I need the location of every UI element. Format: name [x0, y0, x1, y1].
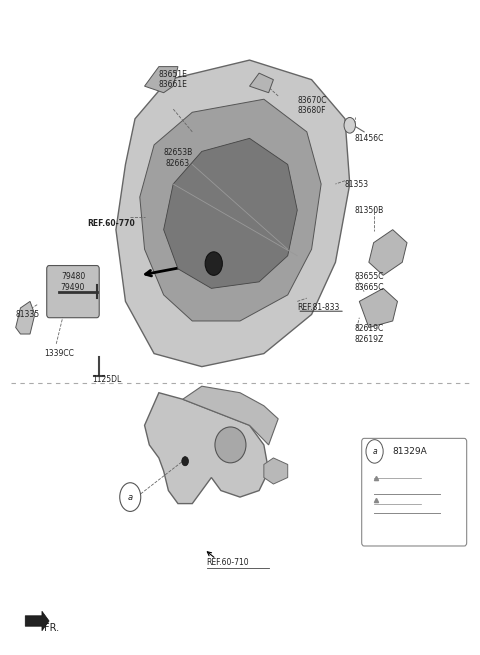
Circle shape — [344, 117, 356, 133]
Polygon shape — [140, 99, 321, 321]
Polygon shape — [369, 230, 407, 275]
Circle shape — [120, 483, 141, 512]
Text: 81335: 81335 — [16, 310, 40, 319]
Polygon shape — [116, 60, 350, 367]
Polygon shape — [183, 386, 278, 445]
Text: 83655C
83665C: 83655C 83665C — [355, 272, 384, 291]
Text: 83651E
83661E: 83651E 83661E — [159, 70, 188, 89]
Polygon shape — [144, 67, 178, 93]
Polygon shape — [16, 301, 35, 334]
Text: FR.: FR. — [44, 622, 60, 633]
Text: 1125DL: 1125DL — [92, 375, 121, 384]
Text: a: a — [372, 447, 377, 456]
Text: REF.60-710: REF.60-710 — [206, 558, 249, 567]
Text: 82619C
82619Z: 82619C 82619Z — [355, 324, 384, 344]
Polygon shape — [250, 73, 274, 93]
Ellipse shape — [215, 427, 246, 463]
Text: 81456C: 81456C — [355, 134, 384, 143]
Polygon shape — [144, 393, 269, 504]
Circle shape — [182, 457, 189, 466]
Text: REF.60-770: REF.60-770 — [87, 219, 135, 228]
Polygon shape — [25, 611, 49, 631]
Polygon shape — [360, 288, 397, 328]
Text: 1339CC: 1339CC — [44, 349, 74, 358]
FancyBboxPatch shape — [362, 438, 467, 546]
Circle shape — [205, 252, 222, 275]
FancyBboxPatch shape — [47, 265, 99, 318]
Text: 81329A: 81329A — [393, 447, 428, 456]
Text: REF.81-833: REF.81-833 — [297, 303, 340, 312]
Text: 81350B: 81350B — [355, 206, 384, 215]
Polygon shape — [164, 138, 297, 288]
Text: a: a — [128, 493, 133, 502]
Text: 83670C
83680F: 83670C 83680F — [297, 96, 327, 115]
Text: 82653B
82663: 82653B 82663 — [163, 148, 192, 168]
Text: 81353: 81353 — [345, 179, 369, 189]
Polygon shape — [264, 458, 288, 484]
Text: 79480
79490: 79480 79490 — [61, 272, 85, 291]
Circle shape — [366, 440, 383, 463]
